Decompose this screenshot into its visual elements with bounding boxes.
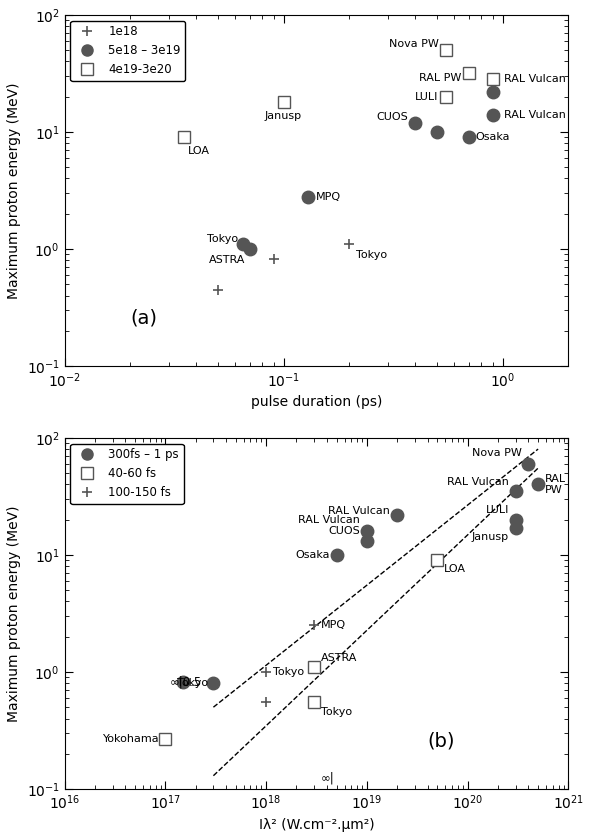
Text: ∞|0.5: ∞|0.5 <box>170 675 202 689</box>
Text: RAL PW: RAL PW <box>419 73 462 83</box>
Text: RAL Vulcan: RAL Vulcan <box>447 477 509 487</box>
Text: ASTRA: ASTRA <box>321 653 358 663</box>
Text: Janusp: Janusp <box>265 111 302 121</box>
Text: Tokyo: Tokyo <box>321 706 352 717</box>
Text: LOA: LOA <box>444 565 466 575</box>
X-axis label: pulse duration (ps): pulse duration (ps) <box>251 395 382 409</box>
Text: RAL Vulcan: RAL Vulcan <box>298 515 360 525</box>
Text: Tokyo: Tokyo <box>273 667 304 677</box>
Text: ∞|: ∞| <box>321 771 335 784</box>
Text: RAL Vulcan: RAL Vulcan <box>504 75 566 85</box>
Text: Yokohama: Yokohama <box>103 733 160 743</box>
Text: LULI: LULI <box>415 91 439 102</box>
Text: RAL
PW: RAL PW <box>545 473 566 495</box>
Text: RAL Vulcan: RAL Vulcan <box>329 506 390 515</box>
Text: Tokyo: Tokyo <box>177 678 208 688</box>
Text: MPQ: MPQ <box>316 191 340 201</box>
Text: Nova PW: Nova PW <box>389 39 439 50</box>
X-axis label: Iλ² (W.cm⁻².μm²): Iλ² (W.cm⁻².μm²) <box>259 818 374 832</box>
Text: Tokyo: Tokyo <box>356 250 388 260</box>
Text: ASTRA: ASTRA <box>209 255 245 265</box>
Text: Osaka: Osaka <box>295 550 330 560</box>
Text: (b): (b) <box>427 732 455 751</box>
Legend: 300fs – 1 ps, 40-60 fs, 100-150 fs: 300fs – 1 ps, 40-60 fs, 100-150 fs <box>70 444 184 504</box>
Legend: 1e18, 5e18 – 3e19, 4e19-3e20: 1e18, 5e18 – 3e19, 4e19-3e20 <box>70 21 186 81</box>
Text: Osaka: Osaka <box>476 133 510 142</box>
Text: LOA: LOA <box>188 146 210 156</box>
Text: Tokyo: Tokyo <box>207 233 238 243</box>
Text: LULI: LULI <box>485 505 509 515</box>
Text: Janusp: Janusp <box>472 532 509 542</box>
Text: Nova PW: Nova PW <box>472 448 521 458</box>
Text: MPQ: MPQ <box>321 620 346 630</box>
Y-axis label: Maximum proton energy (MeV): Maximum proton energy (MeV) <box>7 82 21 299</box>
Text: CUOS: CUOS <box>328 526 360 536</box>
Text: CUOS: CUOS <box>376 112 408 122</box>
Text: RAL Vulcan: RAL Vulcan <box>504 110 566 120</box>
Text: (a): (a) <box>130 309 157 328</box>
Y-axis label: Maximum proton energy (MeV): Maximum proton energy (MeV) <box>7 505 21 722</box>
